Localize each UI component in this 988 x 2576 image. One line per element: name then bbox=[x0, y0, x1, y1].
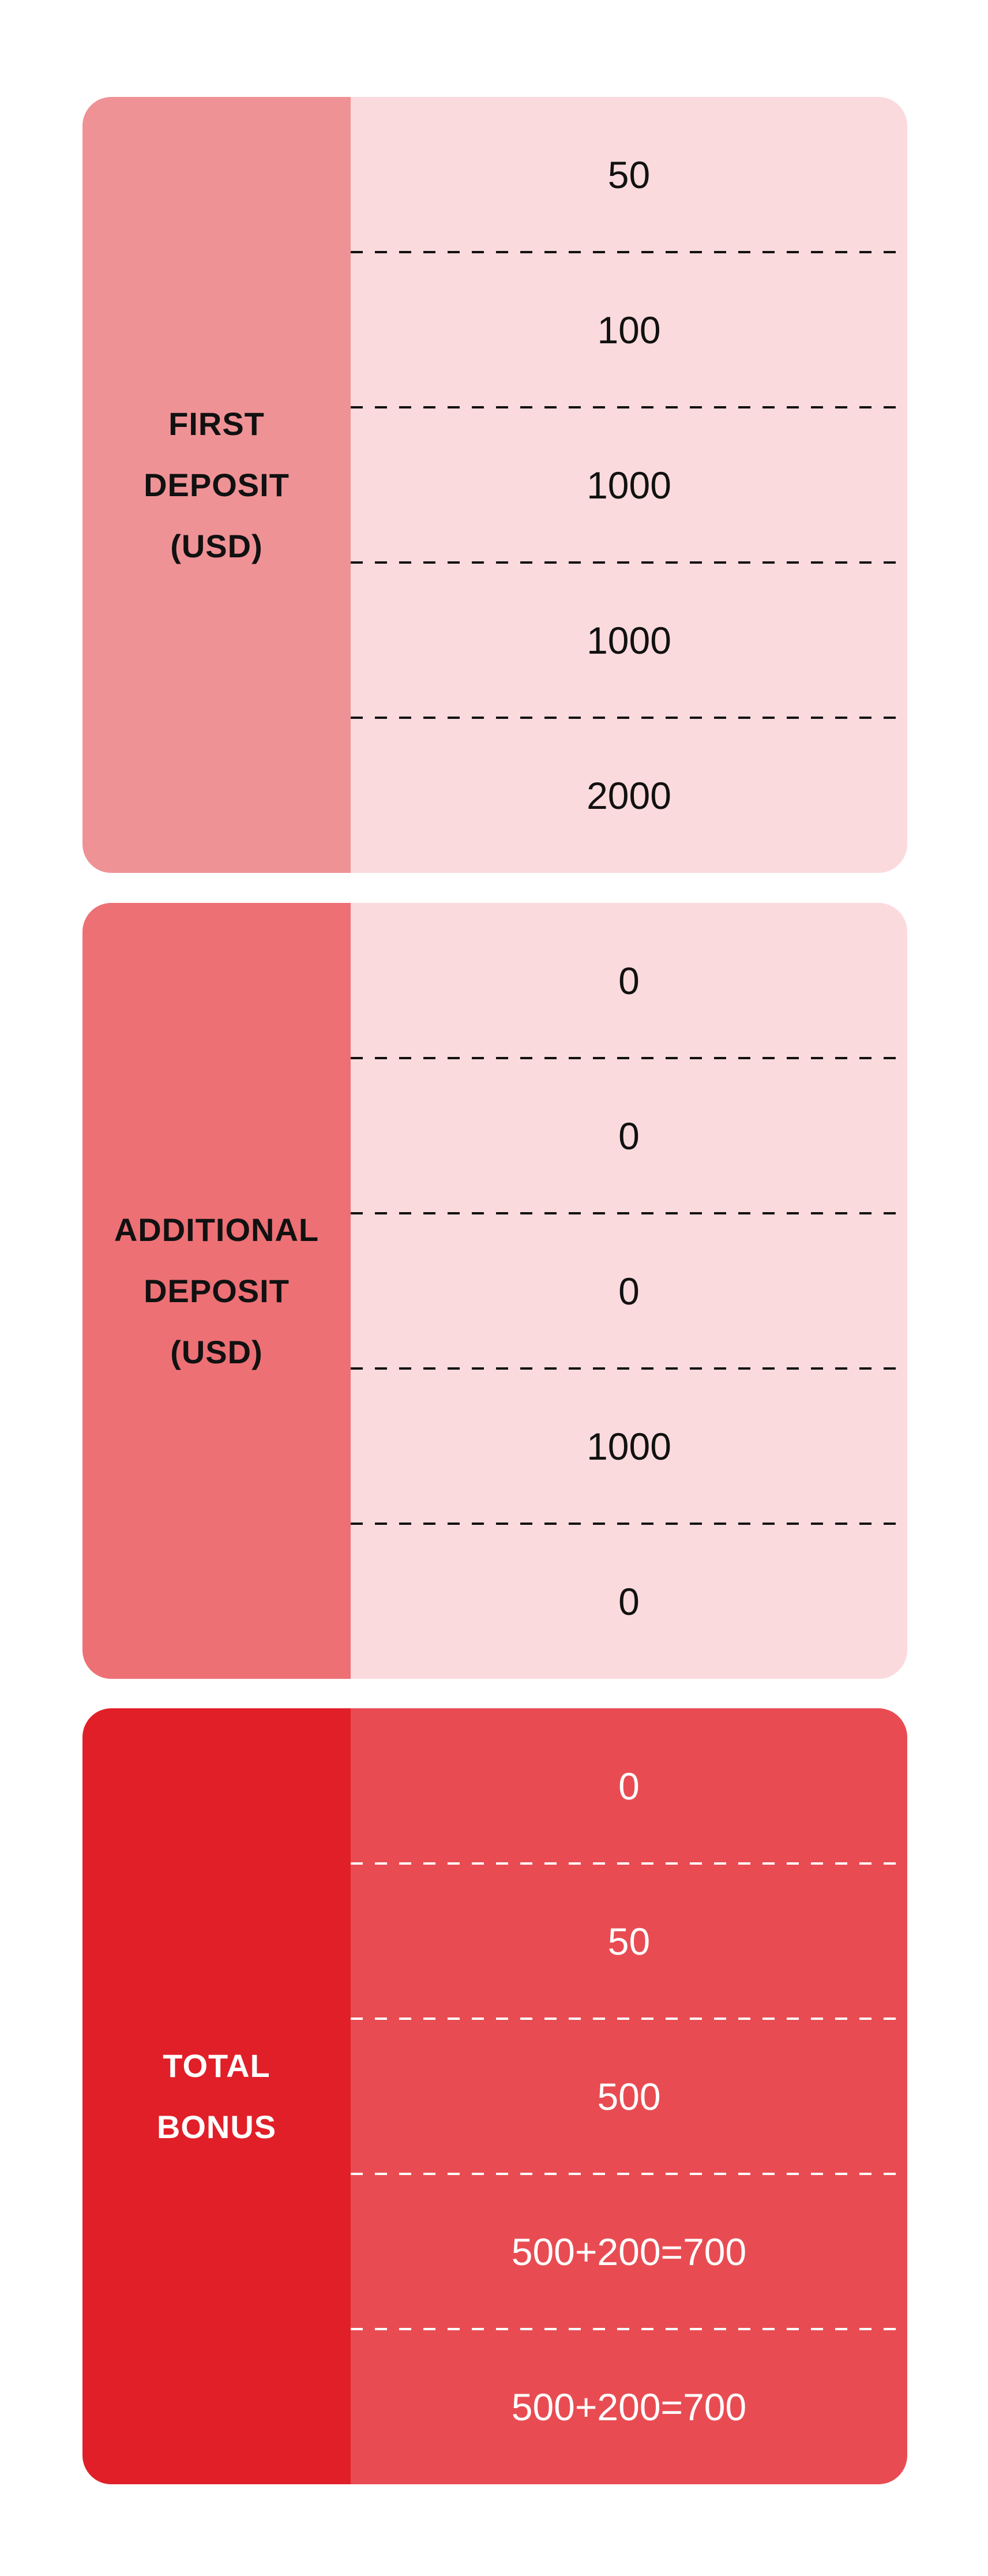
label-line: FIRST bbox=[168, 405, 265, 442]
additional-deposit-label: ADDITIONAL DEPOSIT (USD) bbox=[82, 903, 351, 1679]
value-cell: 500 bbox=[351, 2018, 907, 2174]
value-cell: 1000 bbox=[351, 561, 907, 718]
value-cell: 500+200=700 bbox=[351, 2328, 907, 2484]
additional-deposit-values: 0 0 0 1000 0 bbox=[351, 903, 907, 1679]
label-line: DEPOSIT bbox=[144, 466, 290, 503]
label-line: DEPOSIT bbox=[144, 1272, 290, 1309]
total-bonus-panel: TOTAL BONUS 0 50 500 500+200=700 500+200… bbox=[82, 1708, 907, 2484]
first-deposit-label: FIRST DEPOSIT (USD) bbox=[82, 97, 351, 873]
total-bonus-label: TOTAL BONUS bbox=[82, 1708, 351, 2484]
label-line: (USD) bbox=[170, 527, 263, 564]
value-cell: 2000 bbox=[351, 717, 907, 873]
value-cell: 0 bbox=[618, 1764, 640, 1808]
value-cell: 50 bbox=[607, 153, 651, 196]
total-bonus-values: 0 50 500 500+200=700 500+200=700 bbox=[351, 1708, 907, 2484]
label-line: BONUS bbox=[156, 2108, 277, 2145]
value-cell: 500+200=700 bbox=[351, 2173, 907, 2329]
first-deposit-panel: FIRST DEPOSIT (USD) 50 100 1000 1000 200… bbox=[82, 97, 907, 873]
additional-deposit-panel: ADDITIONAL DEPOSIT (USD) 0 0 0 1000 0 bbox=[82, 903, 907, 1679]
value-cell: 0 bbox=[351, 1212, 907, 1368]
label-line: ADDITIONAL bbox=[114, 1211, 320, 1248]
label-line: (USD) bbox=[170, 1333, 263, 1370]
value-cell: 0 bbox=[351, 1523, 907, 1679]
value-cell: 1000 bbox=[351, 406, 907, 563]
value-cell: 50 bbox=[351, 1862, 907, 2019]
value-cell: 0 bbox=[351, 1057, 907, 1213]
value-cell: 1000 bbox=[351, 1367, 907, 1524]
label-line: TOTAL bbox=[163, 2047, 271, 2084]
value-cell: 0 bbox=[618, 959, 640, 1002]
value-cell: 100 bbox=[351, 251, 907, 407]
first-deposit-values: 50 100 1000 1000 2000 bbox=[351, 97, 907, 873]
